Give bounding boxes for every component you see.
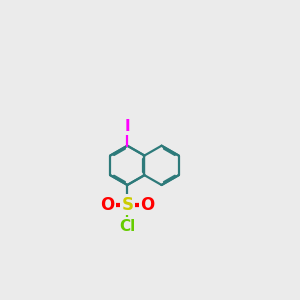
Text: Cl: Cl (119, 219, 136, 234)
Text: I: I (124, 119, 130, 134)
Text: S: S (121, 196, 133, 214)
Text: O: O (100, 196, 114, 214)
Text: O: O (141, 196, 155, 214)
